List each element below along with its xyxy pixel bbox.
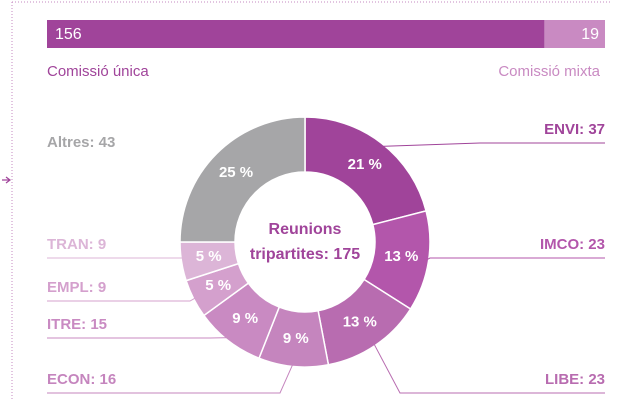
category-label: IMCO: 23 (540, 236, 605, 253)
leader-line (424, 257, 605, 262)
category-label: TRAN: 9 (47, 236, 106, 253)
leader-line (379, 142, 605, 147)
leader-line (47, 257, 186, 262)
category-label: LIBE: 23 (545, 371, 605, 388)
percent-label: 25 % (219, 164, 253, 181)
percent-label: 5 % (205, 277, 231, 294)
leader-line (47, 296, 198, 302)
center-label: Reunions (269, 221, 342, 238)
percent-label: 9 % (232, 310, 258, 327)
category-label: ENVI: 37 (544, 121, 605, 138)
bar-segment (47, 20, 545, 48)
donut-segment (179, 116, 306, 243)
percent-label: 21 % (348, 156, 382, 173)
percent-label: 13 % (384, 248, 418, 265)
legend-label: Comissió mixta (498, 63, 600, 80)
arrow (2, 176, 11, 184)
bar-value: 19 (581, 26, 599, 43)
category-label: ITRE: 15 (47, 316, 107, 333)
legend-label: Comissió única (47, 63, 149, 80)
category-label: ECON: 16 (47, 371, 116, 388)
percent-label: 13 % (343, 314, 377, 331)
category-label: EMPL: 9 (47, 279, 106, 296)
percent-label: 9 % (283, 330, 309, 347)
category-label: Altres: 43 (47, 134, 115, 151)
percent-label: 5 % (196, 248, 222, 265)
bar-segment (544, 20, 605, 48)
leader-line (47, 362, 295, 394)
bar-value: 156 (55, 26, 82, 43)
leader-line (372, 341, 605, 394)
center-label: tripartites: 175 (250, 246, 360, 263)
